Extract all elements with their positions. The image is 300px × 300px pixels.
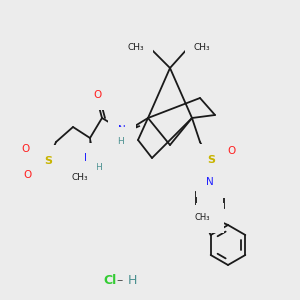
Text: Cl: Cl: [103, 274, 117, 287]
Text: S: S: [44, 156, 52, 166]
Text: O: O: [198, 170, 206, 180]
Text: N: N: [206, 177, 214, 187]
Text: H: H: [118, 136, 124, 146]
Text: O: O: [21, 144, 29, 154]
Text: O: O: [24, 170, 32, 180]
Polygon shape: [90, 138, 94, 155]
Text: CH₃: CH₃: [195, 214, 210, 223]
Text: N: N: [206, 213, 214, 223]
Text: CH₃: CH₃: [128, 44, 144, 52]
Text: N: N: [84, 153, 92, 163]
Text: N: N: [118, 125, 126, 135]
Text: –: –: [113, 274, 127, 287]
Text: CH₃: CH₃: [71, 172, 88, 182]
Text: S: S: [207, 155, 215, 165]
Text: O: O: [227, 146, 235, 156]
Text: H: H: [94, 163, 101, 172]
Text: O: O: [93, 90, 101, 100]
Text: N: N: [207, 178, 215, 188]
Polygon shape: [129, 126, 140, 130]
Text: CH₃: CH₃: [194, 44, 211, 52]
Text: H: H: [127, 274, 137, 287]
